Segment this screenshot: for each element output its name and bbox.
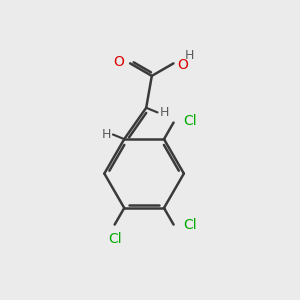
Text: H: H [102,128,111,141]
Text: Cl: Cl [108,232,122,246]
Text: H: H [185,49,194,62]
Text: Cl: Cl [183,114,196,128]
Text: H: H [159,106,169,119]
Text: O: O [177,58,188,72]
Text: O: O [113,55,124,69]
Text: Cl: Cl [183,218,196,232]
